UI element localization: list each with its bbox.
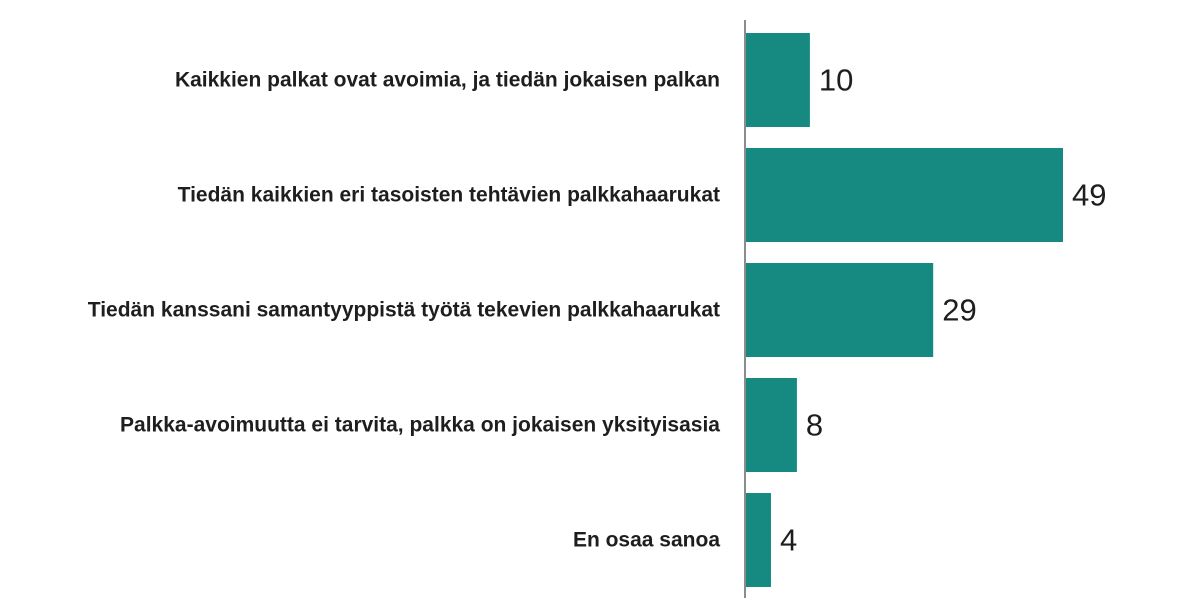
bar-3: [745, 263, 934, 357]
value-label-3: 29: [942, 293, 976, 328]
bar-5: [745, 493, 771, 587]
bar-2: [745, 148, 1063, 242]
bars-group: [745, 33, 1063, 587]
category-label-4: Palkka-avoimuutta ei tarvita, palkka on …: [120, 414, 720, 437]
value-label-2: 49: [1072, 178, 1106, 213]
value-label-4: 8: [806, 408, 823, 443]
category-label-3: Tiedän kanssani samantyyppistä työtä tek…: [88, 299, 720, 322]
category-label-2: Tiedän kaikkien eri tasoisten tehtävien …: [178, 184, 720, 207]
value-labels-group: 10 49 29 8 4: [780, 63, 1107, 558]
category-label-1: Kaikkien palkat ovat avoimia, ja tiedän …: [175, 69, 720, 92]
category-label-5: En osaa sanoa: [573, 529, 720, 552]
value-label-5: 4: [780, 523, 797, 558]
value-label-1: 10: [819, 63, 853, 98]
bar-1: [745, 33, 810, 127]
category-labels-group: Kaikkien palkat ovat avoimia, ja tiedän …: [88, 69, 721, 552]
bar-4: [745, 378, 797, 472]
